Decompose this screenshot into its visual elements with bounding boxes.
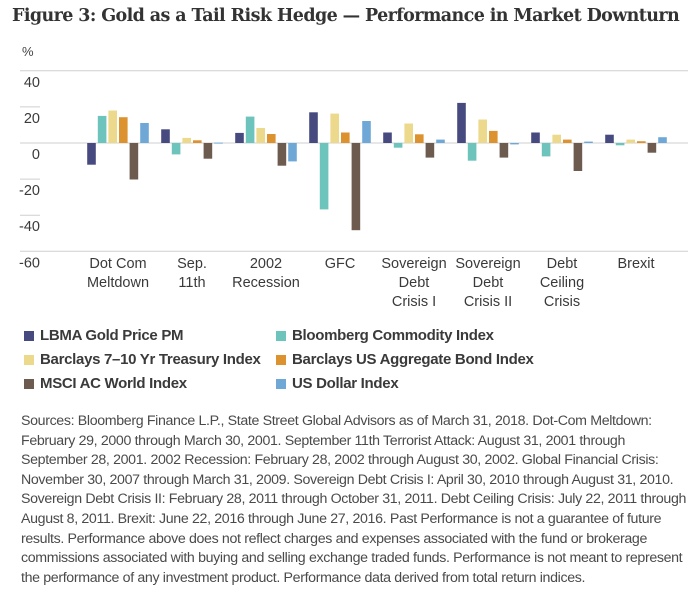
legend-item-treasury: Barclays 7–10 Yr Treasury Index — [24, 351, 261, 368]
legend-item-aggregate: Barclays US Aggregate Bond Index — [276, 351, 534, 368]
bar-bloomberg-commodity-index-3 — [319, 143, 329, 210]
legend-item-msci: MSCI AC World Index — [24, 375, 187, 392]
bar-msci-ac-world-index-1 — [203, 143, 213, 159]
bar-msci-ac-world-index-3 — [351, 143, 361, 231]
bar-lbma-gold-price-pm-3 — [309, 112, 318, 143]
bar-bloomberg-commodity-index-4 — [393, 143, 403, 148]
bar-barclays-7-10-yr-treasury-index-7 — [626, 139, 635, 143]
legend-swatch-treasury — [24, 354, 34, 365]
bar-us-dollar-index-3 — [362, 121, 371, 143]
bar-msci-ac-world-index-5 — [499, 143, 509, 158]
bar-lbma-gold-price-pm-5 — [457, 102, 466, 143]
bar-lbma-gold-price-pm-0 — [87, 143, 96, 165]
x-tick-label: Brexit — [617, 256, 654, 272]
y-tick-label: 20 — [24, 111, 40, 127]
y-tick-label: 40 — [24, 75, 40, 91]
bar-us-dollar-index-7 — [658, 137, 667, 143]
bar-bloomberg-commodity-index-1 — [171, 143, 181, 155]
bar-barclays-us-aggregate-bond-index-3 — [341, 132, 350, 143]
bar-bloomberg-commodity-index-7 — [615, 143, 625, 146]
legend-swatch-commodity — [276, 330, 286, 341]
bar-us-dollar-index-0 — [140, 123, 149, 143]
bar-barclays-us-aggregate-bond-index-7 — [637, 141, 646, 143]
legend-label: Bloomberg Commodity Index — [292, 327, 494, 344]
bars — [87, 102, 667, 231]
bar-barclays-us-aggregate-bond-index-4 — [415, 134, 424, 143]
bar-bloomberg-commodity-index-5 — [467, 143, 477, 161]
x-tick-label: Sovereign Debt Crisis II — [455, 256, 520, 310]
chart-title: Figure 3: Gold as a Tail Risk Hedge — Pe… — [12, 6, 680, 26]
bar-barclays-7-10-yr-treasury-index-2 — [256, 128, 265, 143]
legend-swatch-msci — [24, 378, 34, 389]
bar-barclays-7-10-yr-treasury-index-5 — [478, 119, 487, 143]
bar-us-dollar-index-4 — [436, 139, 445, 143]
bar-barclays-us-aggregate-bond-index-6 — [563, 139, 572, 143]
y-axis-unit-label: % — [22, 44, 34, 59]
legend-label: LBMA Gold Price PM — [40, 327, 184, 344]
legend-item-commodity: Bloomberg Commodity Index — [276, 327, 494, 344]
sources-footnote: Sources: Bloomberg Finance L.P., State S… — [21, 413, 687, 586]
bar-msci-ac-world-index-6 — [573, 143, 583, 171]
bar-barclays-7-10-yr-treasury-index-1 — [182, 137, 191, 143]
bar-msci-ac-world-index-2 — [277, 143, 287, 166]
bar-chart: % 40 20 0 -20 -40 -60 Dot Com Meltdown Sep. 11th 2… — [19, 44, 688, 310]
bar-lbma-gold-price-pm-1 — [161, 129, 170, 143]
y-axis: % 40 20 0 -20 -40 -60 — [19, 44, 688, 271]
bar-msci-ac-world-index-0 — [129, 143, 139, 180]
bar-lbma-gold-price-pm-2 — [235, 132, 244, 143]
bar-us-dollar-index-1 — [214, 142, 223, 144]
bar-us-dollar-index-5 — [510, 143, 519, 145]
legend-label: Barclays US Aggregate Bond Index — [292, 351, 534, 368]
x-tick-label: Sovereign Debt Crisis I — [381, 256, 446, 310]
bar-barclays-7-10-yr-treasury-index-4 — [404, 123, 413, 143]
x-tick-label: GFC — [325, 256, 356, 272]
bar-barclays-7-10-yr-treasury-index-6 — [552, 134, 561, 143]
bar-msci-ac-world-index-7 — [647, 143, 657, 153]
bar-bloomberg-commodity-index-2 — [245, 116, 255, 143]
bar-barclays-7-10-yr-treasury-index-3 — [330, 113, 339, 143]
bar-msci-ac-world-index-4 — [425, 143, 435, 158]
x-tick-label: Sep. 11th — [177, 256, 207, 291]
x-axis-labels: Dot Com Meltdown Sep. 11th 2002 Recession GFC S… — [87, 256, 655, 310]
bar-barclays-us-aggregate-bond-index-1 — [193, 140, 202, 143]
x-tick-label: Debt Ceiling Crisis — [540, 256, 584, 310]
y-tick-label: -60 — [19, 255, 40, 271]
legend-swatch-gold — [24, 330, 34, 341]
legend-swatch-aggregate — [276, 354, 286, 365]
legend-label: MSCI AC World Index — [40, 375, 187, 392]
bar-barclays-us-aggregate-bond-index-0 — [119, 117, 128, 143]
bar-barclays-us-aggregate-bond-index-5 — [489, 130, 498, 143]
bar-us-dollar-index-2 — [288, 143, 297, 162]
bar-bloomberg-commodity-index-6 — [541, 143, 551, 157]
bar-lbma-gold-price-pm-7 — [605, 134, 614, 143]
legend-label: Barclays 7–10 Yr Treasury Index — [40, 351, 261, 368]
bar-barclays-us-aggregate-bond-index-2 — [267, 134, 276, 143]
legend-item-gold: LBMA Gold Price PM — [24, 327, 184, 344]
bar-barclays-7-10-yr-treasury-index-0 — [108, 110, 117, 143]
legend-label: US Dollar Index — [292, 375, 399, 392]
x-tick-label: Dot Com Meltdown — [87, 256, 149, 291]
bar-lbma-gold-price-pm-6 — [531, 132, 540, 143]
y-tick-label: -40 — [19, 219, 40, 235]
bar-bloomberg-commodity-index-0 — [97, 115, 107, 143]
legend-swatch-usd — [276, 378, 286, 389]
bar-us-dollar-index-6 — [584, 141, 593, 143]
y-tick-label: -20 — [19, 183, 40, 199]
bar-lbma-gold-price-pm-4 — [383, 132, 392, 143]
legend-item-usd: US Dollar Index — [276, 375, 399, 392]
x-tick-label: 2002 Recession — [232, 256, 300, 291]
y-tick-label: 0 — [32, 147, 40, 163]
